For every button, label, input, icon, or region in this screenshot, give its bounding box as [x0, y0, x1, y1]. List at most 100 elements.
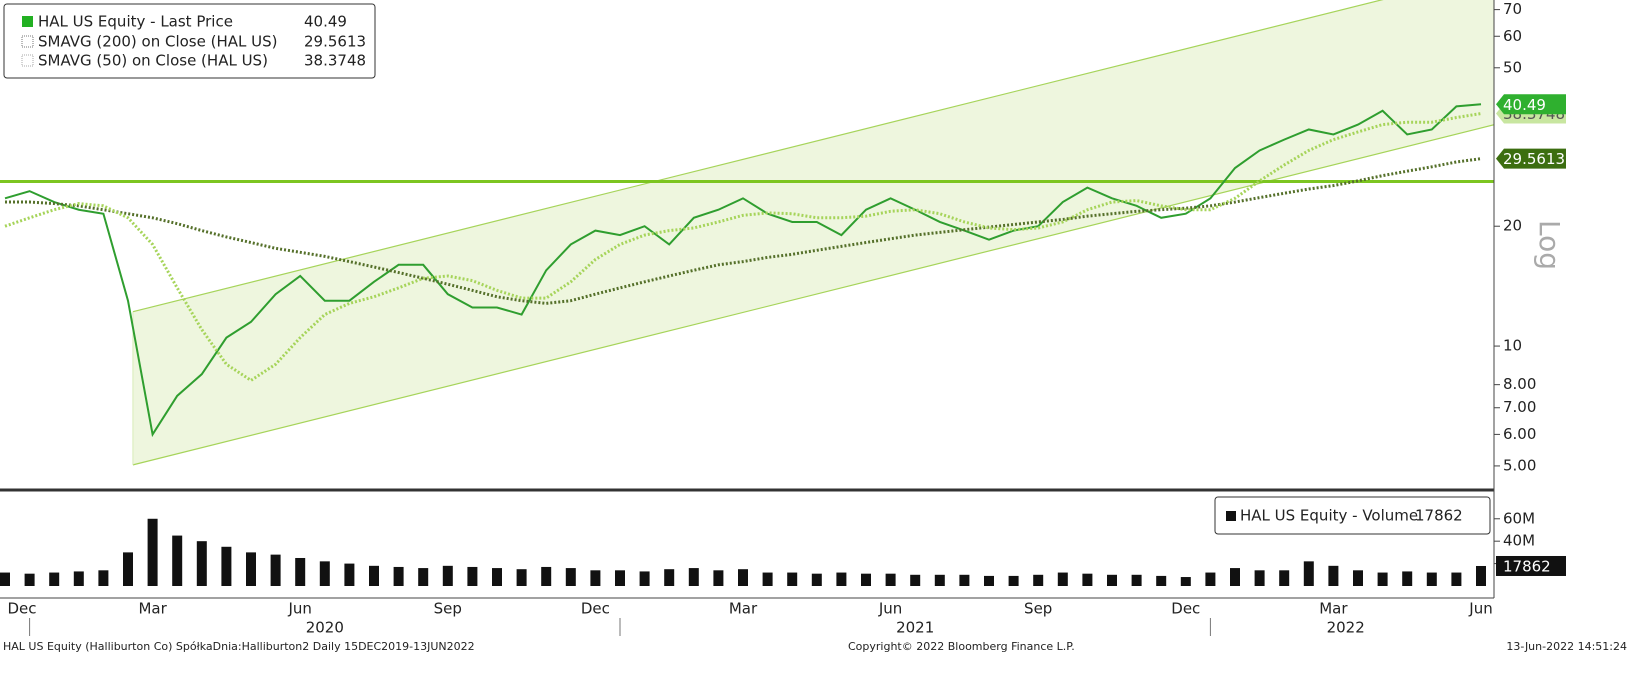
volume-bar	[1156, 575, 1167, 586]
price-plot	[0, 0, 1494, 466]
volume-bar	[24, 573, 35, 586]
legend-swatch	[22, 16, 33, 27]
volume-bar	[1303, 561, 1314, 586]
volume-bar	[1057, 572, 1068, 586]
volume-bar	[516, 569, 527, 586]
volume-bar	[1402, 571, 1413, 586]
volume-bar	[910, 574, 921, 586]
legend-value: 38.3748	[304, 52, 366, 70]
volume-bar	[1254, 570, 1265, 586]
footer-left: HAL US Equity (Halliburton Co) SpółkaDni…	[3, 640, 475, 653]
y-tick-label: 70	[1503, 0, 1522, 18]
volume-bar	[1451, 572, 1462, 586]
volume-bar	[147, 518, 158, 586]
legend-label: HAL US Equity - Last Price	[38, 13, 233, 31]
volume-bar	[492, 568, 502, 586]
volume-legend: HAL US Equity - Volume 17862	[1214, 496, 1491, 535]
volume-bar	[246, 552, 256, 586]
volume-bar	[467, 566, 478, 586]
volume-bar	[73, 571, 84, 586]
x-tick-label: Dec	[581, 600, 610, 618]
footer-right: 13-Jun-2022 14:51:24	[1506, 640, 1627, 653]
volume-bar	[418, 568, 429, 586]
y-tick-label: 10	[1503, 337, 1522, 355]
footer-center: Copyright© 2022 Bloomberg Finance L.P.	[848, 640, 1075, 653]
volume-bar	[172, 535, 183, 586]
x-tick-label: Sep	[434, 600, 462, 618]
volume-bar	[959, 574, 970, 586]
volume-bar	[1082, 573, 1093, 586]
legend-value: 40.49	[304, 13, 347, 31]
x-tick-label: Dec	[7, 600, 36, 618]
legend-value: 17862	[1415, 507, 1463, 525]
volume-plot	[0, 518, 1486, 586]
volume-bar	[688, 568, 699, 586]
year-label: 2020	[306, 619, 344, 637]
volume-bar	[442, 565, 453, 586]
volume-bar	[1008, 575, 1019, 586]
x-tick-label: Sep	[1024, 600, 1052, 618]
x-tick-label: Dec	[1171, 600, 1200, 618]
volume-bar	[541, 566, 552, 586]
volume-bar	[984, 575, 994, 586]
scale-label: Log	[1533, 220, 1566, 270]
y-tick-label: 7.00	[1503, 398, 1536, 416]
volume-bar	[811, 573, 822, 586]
y-tick-label: 60	[1503, 27, 1522, 45]
volume-bar	[295, 557, 306, 586]
volume-bar	[1205, 572, 1216, 586]
volume-bar	[123, 552, 133, 586]
volume-bar	[98, 570, 109, 586]
volume-bar	[1131, 574, 1142, 586]
legend: HAL US Equity - Last Price 40.49 SMAVG (…	[3, 3, 376, 79]
volume-bar	[393, 566, 404, 586]
trend-channel	[132, 0, 1494, 465]
y-tick-label: 8.00	[1503, 375, 1536, 393]
badge-label: 29.5613	[1503, 150, 1565, 168]
price-badge	[1496, 148, 1566, 169]
y-tick-label: 6.00	[1503, 425, 1536, 443]
volume-bar	[861, 573, 871, 586]
volume-bar	[565, 568, 576, 586]
volume-bar	[196, 541, 207, 586]
volume-bar	[1107, 574, 1117, 586]
volume-bar	[319, 561, 330, 586]
volume-bar	[664, 569, 675, 586]
volume-bar	[934, 574, 945, 586]
year-label: 2021	[896, 619, 934, 637]
legend-box	[1214, 496, 1491, 535]
badge-label: 40.49	[1503, 96, 1546, 114]
sma-line	[5, 157, 1482, 305]
volume-bar	[344, 563, 355, 586]
volume-bar	[1476, 565, 1486, 586]
y-tick-label: 40M	[1503, 532, 1535, 550]
volume-bar	[369, 565, 379, 586]
legend-swatch	[21, 35, 34, 48]
legend-box	[3, 3, 376, 79]
volume-bar	[1230, 568, 1240, 586]
volume-bar	[0, 572, 10, 586]
volume-bar	[49, 572, 60, 586]
volume-bar	[639, 571, 650, 586]
legend-value: 29.5613	[304, 33, 366, 51]
x-tick-label: Mar	[138, 600, 167, 618]
volume-bar	[615, 570, 625, 586]
legend-swatch	[1226, 511, 1236, 521]
volume-bar	[1033, 574, 1044, 586]
y-tick-label: 5.00	[1503, 456, 1536, 474]
x-tick-label: Jun	[878, 600, 902, 618]
volume-bar	[836, 572, 847, 586]
volume-bar	[1180, 577, 1191, 586]
legend-swatch	[21, 54, 34, 67]
y-tick-label: 20	[1503, 217, 1522, 235]
x-tick-label: Mar	[729, 600, 758, 618]
legend-label: SMAVG (200) on Close (HAL US)	[38, 33, 277, 51]
legend-label: HAL US Equity - Volume	[1240, 507, 1418, 525]
volume-bar	[1353, 570, 1363, 586]
volume-bar	[762, 572, 773, 586]
y-tick-label: 50	[1503, 58, 1522, 76]
x-tick-label: Mar	[1319, 600, 1348, 618]
year-label: 2022	[1327, 619, 1365, 637]
volume-badge	[1496, 555, 1566, 576]
